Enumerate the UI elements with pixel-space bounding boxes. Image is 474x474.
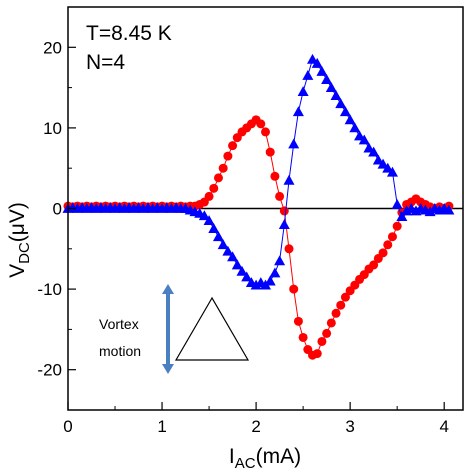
y-axis-label-sub: DC (16, 242, 33, 264)
data-point-circle (317, 336, 327, 346)
data-point-circle (261, 127, 270, 137)
data-point-circle (326, 318, 336, 328)
data-point-triangle (217, 239, 229, 250)
data-point-triangle (236, 265, 248, 276)
x-tick-label: 4 (439, 417, 448, 436)
x-tick-label: 3 (345, 417, 354, 436)
series-triangles (62, 53, 455, 290)
data-point-triangle (325, 82, 337, 92)
data-point-triangle (316, 65, 328, 76)
data-point-circle (265, 147, 275, 157)
data-point-triangle (344, 114, 356, 125)
inset: Vortex motion (99, 284, 250, 374)
data-point-circle (322, 328, 332, 338)
data-point-triangle (424, 206, 436, 217)
data-point-triangle (222, 245, 234, 256)
data-point-circle (383, 240, 393, 250)
y-tick-label: 20 (43, 38, 62, 57)
data-point-circle (218, 163, 228, 173)
data-point-triangle (203, 215, 215, 225)
data-point-triangle (311, 57, 323, 68)
x-axis-label-unit: (mA) (256, 445, 302, 468)
data-point-circle (209, 183, 219, 193)
data-point-triangle (302, 70, 314, 80)
data-point-triangle (241, 271, 253, 282)
data-point-triangle (354, 130, 366, 141)
arrow-head-up-icon (162, 284, 174, 294)
y-tick-label: 10 (43, 119, 62, 138)
data-point-circle (298, 332, 308, 342)
data-point-triangle (321, 74, 333, 84)
data-point-triangle (335, 98, 347, 109)
y-axis-label-main: V (6, 264, 29, 278)
data-point-triangle (443, 204, 455, 215)
data-point-triangle (391, 198, 403, 209)
data-point-triangle (274, 255, 286, 266)
data-point-triangle (396, 211, 408, 221)
arrow-head-down-icon (162, 364, 174, 374)
x-tick-label: 2 (251, 417, 260, 436)
x-tick-label: 1 (157, 417, 166, 436)
temperature-annotation: T=8.45 K (86, 22, 172, 45)
data-point-triangle (208, 223, 220, 234)
data-point-circle (387, 232, 397, 242)
n-annotation: N=4 (86, 51, 125, 74)
data-point-triangle (264, 275, 276, 286)
data-point-circle (293, 316, 303, 326)
data-point-triangle (349, 122, 361, 133)
data-point-circle (284, 244, 294, 254)
data-point-triangle (339, 106, 351, 117)
inset-label-line1: Vortex (99, 316, 139, 332)
data-point-circle (256, 119, 266, 129)
data-point-triangle (307, 53, 319, 64)
x-axis-label-main: I (229, 445, 235, 468)
data-point-triangle (382, 162, 394, 173)
data-point-triangle (292, 106, 304, 117)
data-point-circle (213, 173, 223, 183)
data-point-triangle (278, 219, 290, 230)
y-tick-label: -20 (37, 361, 62, 380)
data-point-triangle (297, 86, 309, 97)
data-point-circle (340, 292, 350, 302)
data-point-triangle (198, 210, 210, 221)
series-layer (62, 53, 455, 360)
data-point-circle (204, 191, 214, 201)
data-point-triangle (363, 142, 375, 153)
data-point-triangle (386, 166, 398, 177)
data-point-triangle (227, 251, 239, 262)
data-point-circle (279, 206, 289, 216)
data-point-circle (223, 151, 233, 161)
data-point-circle (378, 248, 388, 258)
x-axis-label-sub: AC (235, 455, 256, 472)
triangle-sample-icon (174, 296, 250, 361)
data-point-circle (228, 141, 238, 151)
data-point-triangle (330, 90, 342, 101)
x-axis-label: IAC(mA) (229, 445, 301, 472)
data-point-triangle (288, 138, 300, 149)
data-point-triangle (358, 134, 370, 145)
data-point-circle (275, 191, 285, 201)
data-point-triangle (231, 259, 243, 270)
y-tick-label: -10 (37, 280, 62, 299)
inset-label-line2: motion (99, 343, 141, 359)
data-point-circle (369, 260, 379, 270)
y-axis-label: VDC(μV) (6, 202, 33, 278)
data-point-circle (392, 221, 402, 231)
data-point-circle (289, 284, 299, 294)
data-point-triangle (372, 154, 384, 165)
y-tick-label: 0 (53, 200, 62, 219)
data-point-triangle (283, 174, 295, 185)
data-point-circle (336, 300, 346, 310)
data-point-triangle (212, 231, 224, 242)
data-point-circle (312, 349, 322, 359)
data-point-triangle (377, 158, 389, 169)
data-point-triangle (368, 146, 380, 157)
ticks-layer: 0 1 2 3 4 -20 -10 0 10 20 (37, 6, 449, 436)
x-tick-label: 0 (63, 417, 72, 436)
data-point-triangle (269, 267, 281, 278)
data-point-circle (331, 308, 341, 318)
data-point-circle (270, 171, 280, 181)
y-axis-label-unit: (μV) (6, 202, 29, 242)
